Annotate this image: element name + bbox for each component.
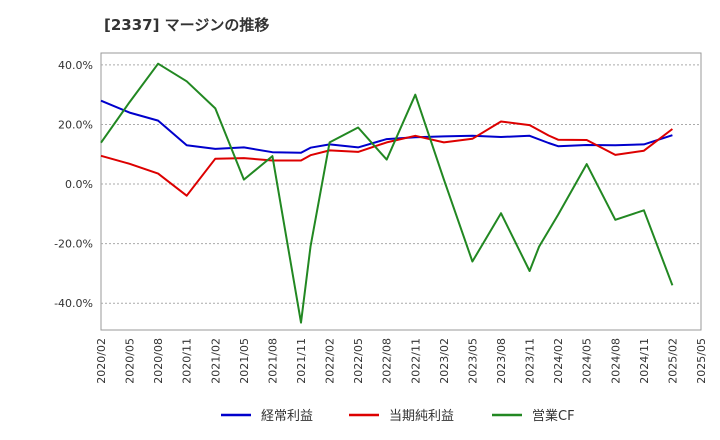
legend-label-3: 営業CF [532,408,575,424]
x-tick-label: 2023/05 [466,338,479,384]
y-tick-label: -40.0% [54,297,93,310]
x-tick-label: 2021/02 [209,338,222,384]
x-tick-label: 2022/02 [324,338,337,384]
x-tick-label: 2024/02 [552,338,565,384]
x-tick-label: 2022/08 [381,338,394,384]
x-tick-label: 2025/02 [666,338,679,384]
x-tick-label: 2023/11 [524,338,537,384]
y-tick-label: 0.0% [65,178,93,191]
series-line-3 [100,62,674,324]
x-tick-label: 2024/11 [638,338,651,384]
y-axis-ticks: -40.0% -20.0% 0.0% 20.0% 40.0% [54,59,93,310]
x-tick-label: 2021/05 [238,338,251,384]
x-tick-label: 2020/11 [181,338,194,384]
x-tick-label: 2023/08 [495,338,508,384]
x-tick-label: 2022/05 [352,338,365,384]
x-tick-label: 2021/08 [266,338,279,384]
chart-title: [2337] マージンの推移 [104,16,269,34]
series-line-1 [100,99,673,154]
x-tick-label: 2022/11 [409,338,422,384]
x-tick-label: 2020/02 [95,338,108,384]
x-tick-label: 2020/05 [124,338,137,384]
y-tick-label: 40.0% [58,59,93,72]
x-tick-label: 2023/02 [438,338,451,384]
y-tick-label: 20.0% [58,118,93,131]
series-line-2 [100,120,674,197]
x-tick-label: 2024/08 [609,338,622,384]
legend-label-2: 当期純利益 [389,409,454,424]
series-lines [100,62,674,324]
x-tick-label: 2020/08 [152,338,165,384]
x-tick-label: 2025/05 [695,338,708,384]
gridlines [101,64,701,304]
x-tick-label: 2024/05 [581,338,594,384]
legend-label-1: 経常利益 [261,409,313,424]
x-tick-label: 2021/11 [295,338,308,384]
legend: 経常利益 当期純利益 営業CF [221,408,575,424]
x-axis-ticks: 2020/02 2020/05 2020/08 2020/11 2021/02 2021/… [95,338,708,384]
y-tick-label: -20.0% [54,238,93,251]
